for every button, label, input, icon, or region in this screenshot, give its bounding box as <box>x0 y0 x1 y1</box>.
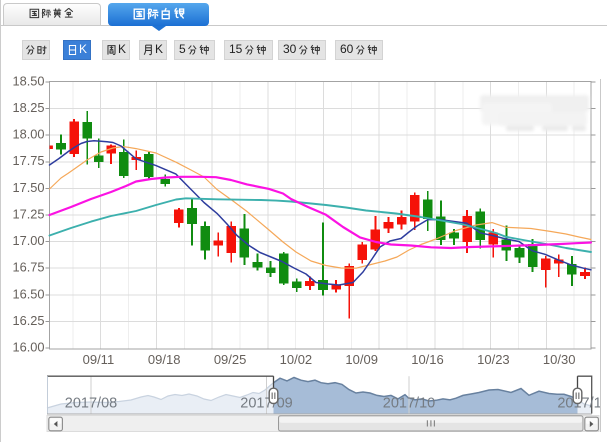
svg-text:10/30: 10/30 <box>543 352 576 367</box>
svg-text:10/16: 10/16 <box>411 352 444 367</box>
svg-text:10/02: 10/02 <box>280 352 313 367</box>
svg-text:16.25: 16.25 <box>12 313 44 328</box>
svg-text:17.50: 17.50 <box>12 180 44 195</box>
svg-text:09/11: 09/11 <box>83 352 115 367</box>
svg-text:16.75: 16.75 <box>12 260 44 275</box>
svg-text:16.00: 16.00 <box>12 340 44 355</box>
svg-text:17.75: 17.75 <box>12 153 44 168</box>
svg-text:2017/09: 2017/09 <box>240 396 292 412</box>
svg-text:17.00: 17.00 <box>12 233 44 248</box>
svg-text:10/23: 10/23 <box>477 352 510 367</box>
svg-text:16.50: 16.50 <box>12 286 44 301</box>
svg-text:10/09: 10/09 <box>345 352 378 367</box>
svg-text:2017/10: 2017/10 <box>383 396 435 412</box>
svg-text:18.50: 18.50 <box>12 73 44 88</box>
svg-text:09/18: 09/18 <box>148 352 181 367</box>
svg-text:2017/08: 2017/08 <box>65 396 117 412</box>
svg-text:18.00: 18.00 <box>12 127 44 142</box>
svg-text:17.25: 17.25 <box>12 206 44 221</box>
svg-text:18.25: 18.25 <box>12 100 44 115</box>
svg-text:09/25: 09/25 <box>214 352 247 367</box>
